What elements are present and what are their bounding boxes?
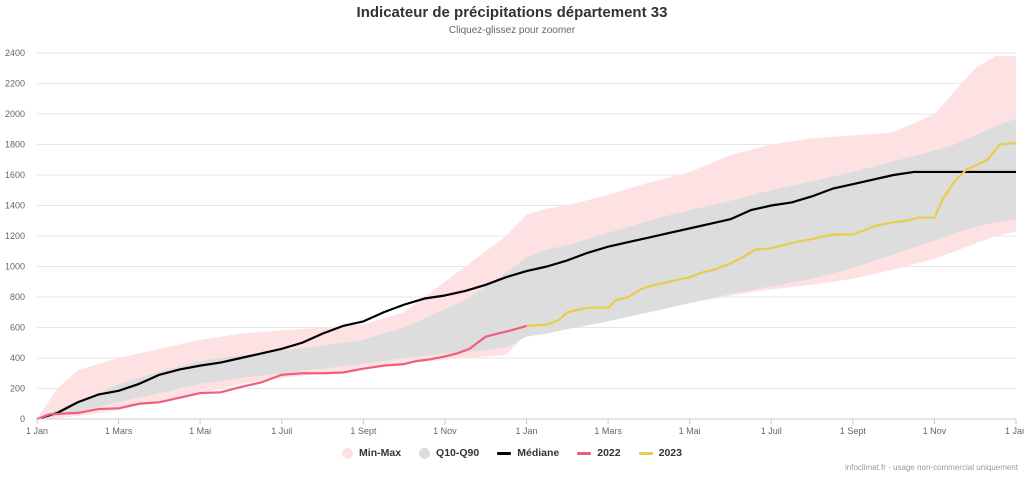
- legend-2023-symbol: [638, 451, 653, 455]
- legend-2022-symbol: [577, 451, 592, 455]
- legend-median-label: Médiane: [517, 447, 560, 459]
- legend-minmax-symbol: [342, 447, 354, 459]
- y-tick-label: 1200: [5, 231, 25, 241]
- legend-2023-label: 2023: [658, 447, 682, 459]
- legend-minmax-label: Min-Max: [359, 447, 402, 459]
- y-tick-label: 200: [10, 384, 25, 394]
- series-2022-line: [36, 324, 527, 421]
- legend-item-median[interactable]: Médiane: [497, 447, 559, 459]
- chart-title: Indicateur de précipitations département…: [356, 4, 668, 21]
- y-tick-label: 1800: [5, 140, 25, 150]
- legend-item-minmax[interactable]: Min-Max: [342, 447, 401, 459]
- y-tick-label: 2400: [5, 48, 25, 58]
- legend-2022-label: 2022: [597, 447, 621, 459]
- x-tick-label: 1 Juil: [761, 426, 782, 436]
- y-tick-label: 600: [10, 323, 25, 333]
- y-tick-label: 0: [20, 414, 25, 424]
- y-tick-label: 1400: [5, 201, 25, 211]
- y-tick-label: 800: [10, 292, 25, 302]
- x-tick-label: 1 Mai: [189, 426, 211, 436]
- x-tick-label: 1 Jan: [515, 426, 537, 436]
- legend-item-2022[interactable]: 2022: [577, 447, 621, 459]
- x-tick-label: 1 Jan: [26, 426, 48, 436]
- y-tick-label: 400: [10, 353, 25, 363]
- x-tick-label: 1 Mars: [594, 426, 622, 436]
- x-tick-label: 1 Nov: [923, 426, 947, 436]
- chart-subtitle: Cliquez-glissez pour zoomer: [448, 25, 576, 36]
- x-tick-label: 1 Nov: [433, 426, 457, 436]
- x-tick-label: 1 Juil: [271, 426, 292, 436]
- y-tick-label: 1600: [5, 170, 25, 180]
- series-2023-line: [526, 141, 1017, 328]
- y-tick-label: 2000: [5, 109, 25, 119]
- x-tick-label: 1 Jan: [1005, 426, 1024, 436]
- series-median-line: [36, 170, 1016, 421]
- legend-item-2023[interactable]: 2023: [638, 447, 682, 459]
- x-tick-label: 1 Mars: [105, 426, 133, 436]
- legend-item-q10q90[interactable]: Q10-Q90: [419, 447, 479, 459]
- y-tick-label: 2200: [5, 79, 25, 89]
- legend-q10q90-symbol: [419, 447, 431, 459]
- legend-median-symbol: [497, 451, 512, 455]
- y-tick-label: 1000: [5, 262, 25, 272]
- chart-legend: Min-Max Q10-Q90 Médiane 2022 2023: [0, 447, 1024, 459]
- series-q10q90-band: [37, 118, 1016, 419]
- series-minmax-band: [37, 56, 1016, 420]
- credits-text[interactable]: infoclimat.fr - usage non-commercial uni…: [845, 463, 1018, 472]
- legend-q10q90-label: Q10-Q90: [436, 447, 480, 459]
- x-tick-label: 1 Mai: [679, 426, 701, 436]
- x-tick-label: 1 Sept: [350, 426, 377, 436]
- x-tick-label: 1 Sept: [840, 426, 867, 436]
